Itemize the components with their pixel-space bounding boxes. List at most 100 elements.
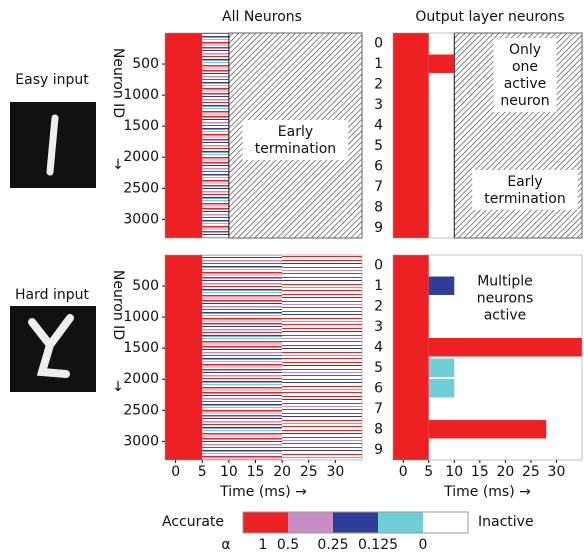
input-label: Easy input <box>15 72 89 88</box>
y-tick-label: 5 <box>374 138 383 154</box>
y-tick-label: 2500 <box>123 180 159 196</box>
legend-symbol: α <box>221 537 230 553</box>
x-tick-label: 0 <box>171 464 180 480</box>
y-tick-label: 2000 <box>123 371 159 387</box>
column-title: Output layer neurons <box>415 9 564 25</box>
annotation-box <box>472 170 578 210</box>
legend-swatch <box>243 512 288 533</box>
x-tick-label: 10 <box>445 464 463 480</box>
y-tick-label: 6 <box>374 158 383 174</box>
late-spikes <box>282 255 362 460</box>
annotation-box <box>242 120 349 160</box>
column-title: All Neurons <box>222 9 302 25</box>
axis-label: Neuron ID <box>110 48 126 118</box>
annotation: Multiple <box>477 274 533 290</box>
neuron-activity <box>428 338 582 357</box>
annotation-box <box>493 38 557 112</box>
y-tick-label: 3000 <box>123 211 159 227</box>
hard-digit-image <box>10 306 96 392</box>
y-tick-label: 3 <box>374 319 383 335</box>
y-tick-label: 9 <box>374 220 383 236</box>
legend-value: 0.25 <box>317 537 348 553</box>
legend-value: 0 <box>419 537 428 553</box>
axis-label: Time (ms) → <box>219 484 307 500</box>
y-tick-label: 1500 <box>123 118 159 134</box>
y-tick-label: 4 <box>374 339 383 355</box>
y-tick-label: 500 <box>132 278 159 294</box>
y-tick-label: 0 <box>374 35 383 51</box>
digit-stroke <box>46 114 59 176</box>
annotation: termination <box>484 191 565 207</box>
y-tick-label: 7 <box>374 401 383 417</box>
axis-arrow: ↓ <box>112 379 124 395</box>
panel-frame <box>164 254 363 461</box>
y-tick-label: 3000 <box>123 433 159 449</box>
legend-swatch <box>288 512 333 533</box>
x-tick-label: 5 <box>198 464 207 480</box>
neuron-activity <box>428 276 455 295</box>
annotation: neurons <box>477 291 534 307</box>
y-tick-label: 2000 <box>123 149 159 165</box>
digit-stroke <box>28 314 74 378</box>
x-tick-label: 25 <box>300 464 318 480</box>
annotation: one <box>512 59 538 75</box>
y-tick-label: 1000 <box>123 87 159 103</box>
neuron-activity <box>428 54 455 73</box>
axis-label: Time (ms) → <box>443 484 531 500</box>
annotation: Early <box>278 124 313 140</box>
y-tick-label: 2 <box>374 76 383 92</box>
y-tick-label: 0 <box>374 257 383 273</box>
x-tick-label: 5 <box>424 464 433 480</box>
neuron-activity <box>428 420 547 439</box>
axis-label: Neuron ID <box>110 270 126 340</box>
annotation-box <box>465 269 545 327</box>
y-tick-label: 9 <box>374 442 383 458</box>
mixed-spikes <box>202 255 283 460</box>
panel-frame <box>392 32 583 239</box>
annotation: termination <box>255 141 336 157</box>
x-tick-label: 30 <box>326 464 344 480</box>
legend-swatch <box>333 512 378 533</box>
x-tick-label: 0 <box>399 464 408 480</box>
mixed-spikes <box>202 33 229 238</box>
active-block <box>393 255 429 460</box>
legend-value: 0.125 <box>358 537 398 553</box>
x-tick-label: 15 <box>471 464 489 480</box>
y-tick-label: 1500 <box>123 340 159 356</box>
legend-value: 1 <box>259 537 268 553</box>
x-tick-label: 15 <box>247 464 265 480</box>
legend-value: 0.5 <box>277 537 299 553</box>
annotation: active <box>484 308 527 324</box>
y-tick-label: 1 <box>374 278 383 294</box>
panel-frame <box>164 32 363 239</box>
legend-frame <box>242 511 469 534</box>
y-tick-label: 500 <box>132 56 159 72</box>
legend-label: Accurate <box>162 514 224 530</box>
active-block <box>165 255 203 460</box>
annotation: Early <box>507 174 542 190</box>
y-tick-label: 2 <box>374 298 383 314</box>
x-tick-label: 10 <box>220 464 238 480</box>
y-tick-label: 4 <box>374 117 383 133</box>
annotation: neuron <box>500 93 549 109</box>
y-tick-label: 1 <box>374 56 383 72</box>
legend-label: Inactive <box>478 514 534 530</box>
x-tick-label: 20 <box>496 464 514 480</box>
y-tick-label: 2500 <box>123 402 159 418</box>
active-block <box>165 33 203 238</box>
x-tick-label: 20 <box>273 464 291 480</box>
active-block <box>393 33 429 238</box>
legend-swatch <box>378 512 423 533</box>
panel-frame <box>392 254 583 461</box>
input-label: Hard input <box>15 287 89 303</box>
annotation: Only <box>509 42 541 58</box>
y-tick-label: 3 <box>374 97 383 113</box>
legend-swatch <box>423 512 468 533</box>
y-tick-label: 5 <box>374 360 383 376</box>
annotation: active <box>504 76 547 92</box>
y-tick-label: 6 <box>374 380 383 396</box>
x-tick-label: 25 <box>522 464 540 480</box>
y-tick-label: 8 <box>374 199 383 215</box>
x-tick-label: 30 <box>548 464 566 480</box>
